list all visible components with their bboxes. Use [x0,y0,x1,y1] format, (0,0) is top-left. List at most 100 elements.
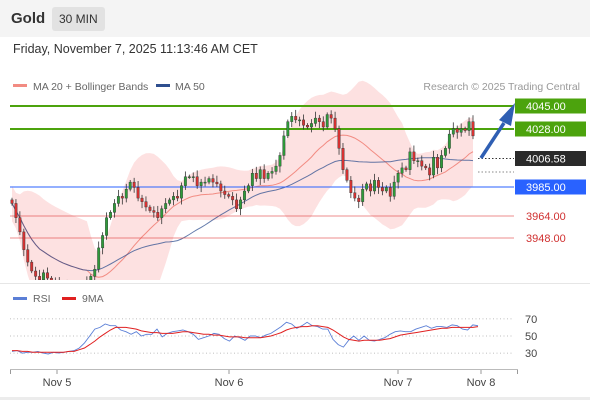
candle-body [148,206,152,211]
candle-body [215,181,219,185]
candle [144,196,148,212]
candle [392,175,396,200]
candle [310,119,313,133]
candle-body [128,181,132,190]
candle-body [203,181,207,184]
candle-body [156,212,160,218]
candle [199,178,203,193]
candle-body [424,165,428,169]
candle [282,130,286,160]
time-axis: Nov 5 Nov 6 Nov 7 Nov 8 [10,369,518,389]
candle [215,175,219,188]
candle [294,109,298,124]
timeframe-badge[interactable]: 30 MIN [52,7,105,31]
candle-body [432,157,436,176]
candle [313,111,317,127]
time-tick-label: Nov 5 [43,377,72,389]
candle-body [168,199,172,204]
candle [22,228,26,257]
candle-body [447,133,451,149]
rsi-ma-line [12,325,479,353]
rsi-legend-label: RSI [33,293,51,305]
candle-body [471,121,475,137]
level-label-4028.00: 4028.00 [526,124,566,136]
candle-body [10,199,14,204]
candle [432,150,436,179]
candle-body [357,197,361,202]
candle [317,114,321,129]
candle-body [219,183,223,192]
candle-body [42,272,45,280]
candle [416,157,420,168]
main-legend: MA 20 + Bollinger Bands MA 50 Research ©… [13,81,580,93]
candle-body [231,196,235,201]
candle-body [93,269,97,277]
candle [443,146,447,158]
candle-body [345,169,349,181]
candle [10,197,14,206]
candle [223,185,227,199]
current-price-tag [515,151,586,166]
level-labels: 4045.00 4028.00 3985.00 3964.00 3948.00 4006.… [515,98,586,245]
candle-body [436,157,439,169]
rsi-panel: RSI 9MA 70 50 30 [10,293,537,360]
candle [333,111,337,132]
candle-body [412,151,416,161]
candle [164,198,168,214]
moving-averages [11,134,474,278]
candle-body [420,160,424,167]
candle-body [428,167,432,176]
candle-body [321,121,325,128]
candle [187,174,191,179]
bollinger-bands [12,80,473,280]
candle-body [152,210,156,213]
candle [207,176,211,185]
candle [404,165,408,172]
candle-body [400,167,404,174]
candle [136,181,140,202]
candle [109,210,112,220]
chart-datetime: Friday, November 7, 2025 11:13:46 AM CET [13,42,258,56]
candle-body [254,173,258,179]
candle-body [262,169,266,179]
rsi-ma-legend-label: 9MA [82,293,104,305]
candle [140,194,144,209]
candle [183,171,187,190]
candle [152,206,156,218]
candle [408,147,412,175]
candle [274,159,278,175]
rsi-tick-70: 70 [525,314,537,326]
candle [467,117,471,136]
level-tag-4045.00 [515,98,586,114]
candle [270,167,274,179]
ma20-legend-label: MA 20 + Bollinger Bands [33,81,148,93]
candle-body [467,121,471,131]
candle-body [369,183,372,192]
candle-body [172,196,175,201]
candle-body [388,187,392,197]
candle-body [89,276,93,280]
candle-body [187,176,191,178]
panel-divider [0,283,590,284]
candle-body [440,155,443,169]
candle-body [325,114,329,128]
candle [101,232,105,255]
candle [365,181,369,192]
ma50-legend-swatch [156,84,170,87]
candle [97,241,101,273]
candle-body [416,160,420,162]
candle-body [239,199,242,209]
candle-body [199,181,203,186]
ma20-legend-swatch [13,84,27,87]
candle-body [144,201,148,208]
candle [243,185,246,205]
candle-body [49,277,53,280]
candle [246,183,250,194]
level-label-3985.00: 3985.00 [526,182,566,194]
candle-body [353,192,357,199]
candle-body [250,173,254,186]
candle-body [18,217,22,233]
top-bar: Gold 30 MIN [0,0,590,37]
time-ticks: Nov 5 Nov 6 Nov 7 Nov 8 [10,370,518,389]
candle-body [227,194,231,197]
